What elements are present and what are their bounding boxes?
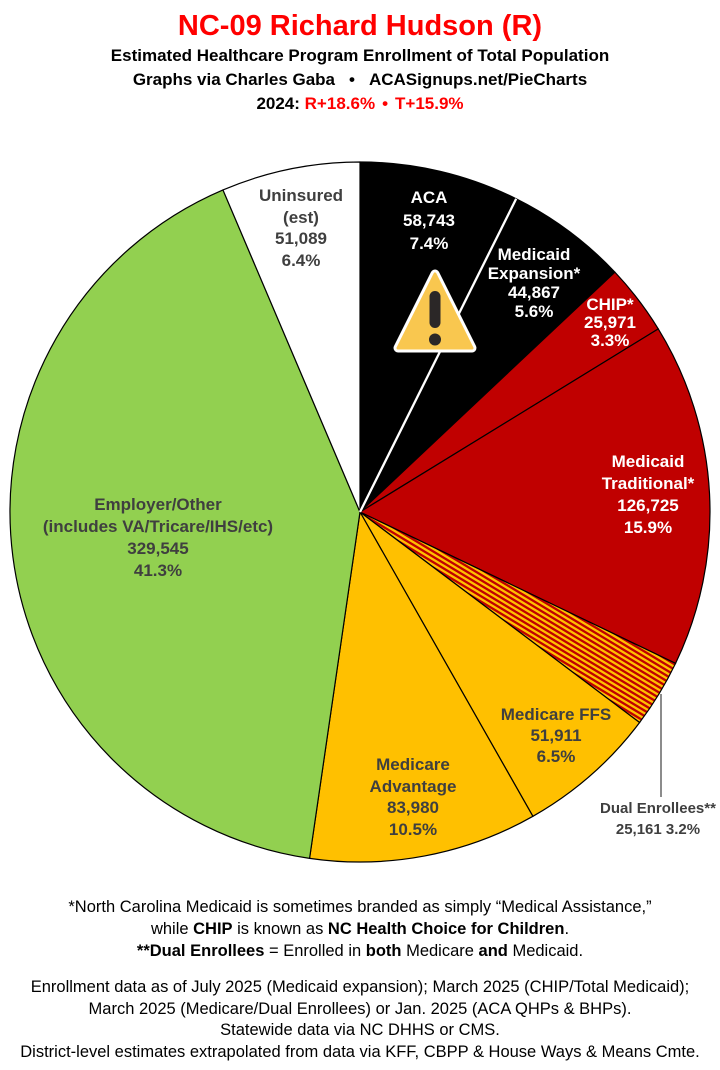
credit-site: ACASignups.net/PieCharts [368,70,588,89]
footnote-data-sources: Enrollment data as of July 2025 (Medicai… [20,978,700,1061]
pie-slice-employer-other [9,189,361,859]
partisan-prefix: 2024: [256,94,300,113]
chart-subtitle: Estimated Healthcare Program Enrollment … [110,46,610,65]
credit-author: Graphs via Charles Gaba [132,70,336,89]
footnote-medicaid-chip: *North Carolina Medicaid is sometimes br… [68,898,652,960]
warning-triangle-icon [393,269,477,353]
partisan-t-lean: T+15.9% [395,94,464,113]
partisan-r-lean: R+18.6% [304,94,376,113]
credit-bullet: • [349,70,355,89]
pie-slice-medicare-ffs [359,511,641,817]
pie-slice-medicare-advantage [308,511,534,863]
chart-credit-line: Graphs via Charles Gaba • ACASignups.net/P… [0,68,720,92]
white-divider-line [358,198,518,513]
partisan-lean-line: 2024: R+18.6% • T+15.9% [0,92,720,116]
pie-slice-uninsured [222,161,361,513]
chart-title: NC-09 Richard Hudson (R) [177,10,543,42]
chart-header: NC-09 Richard Hudson (R) Estimated Healt… [0,0,720,116]
pie-slice-medicaid-traditional [359,328,711,664]
partisan-bullet: • [382,94,389,113]
